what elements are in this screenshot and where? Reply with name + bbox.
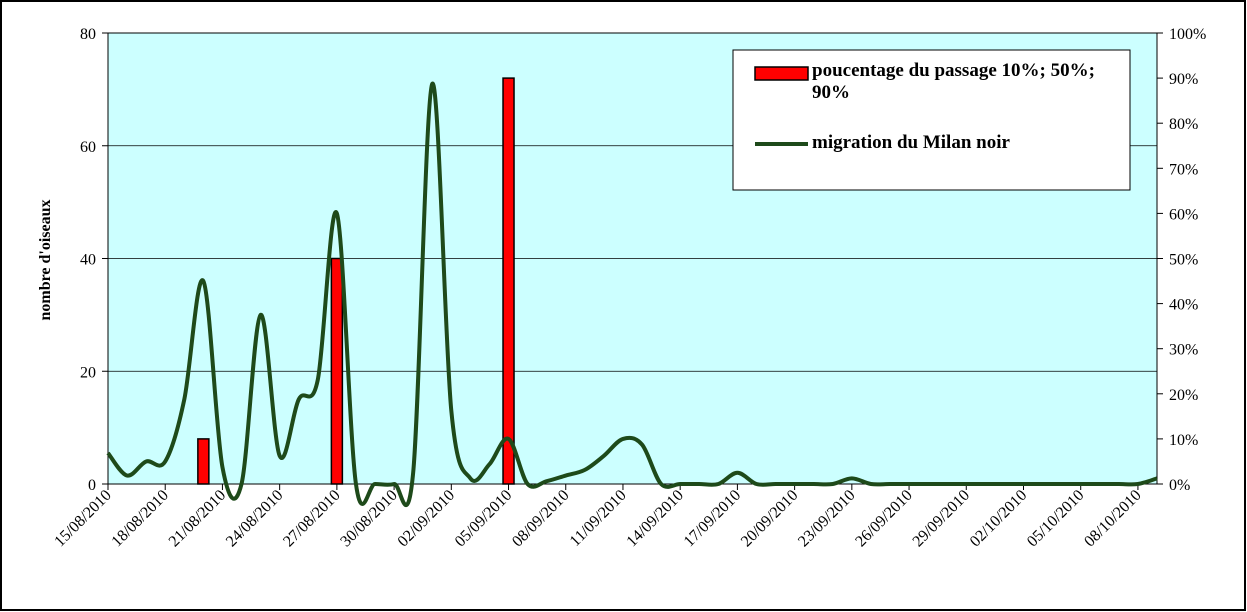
plot-border bbox=[107, 32, 1158, 485]
y-tick-label: 20 bbox=[80, 364, 96, 381]
y-tick-label: 40 bbox=[80, 252, 96, 269]
y2-tick-label: 30% bbox=[1169, 342, 1198, 359]
y2-tick-label: 80% bbox=[1169, 116, 1198, 133]
y-axis-label: nombre d'oiseaux bbox=[37, 199, 54, 320]
line bbox=[106, 81, 1158, 507]
y-tick-label: 0 bbox=[88, 477, 96, 494]
legend-label: poucentage du passage 10%; 50%; 90% bbox=[812, 60, 1095, 103]
y2-tick-label: 60% bbox=[1169, 206, 1198, 223]
bar bbox=[502, 77, 515, 485]
legend-entry: migration du Milan noir bbox=[812, 132, 1010, 153]
y2-tick-label: 20% bbox=[1169, 387, 1198, 404]
y2-tick-label: 10% bbox=[1169, 432, 1198, 449]
legend-swatch-bar bbox=[754, 66, 809, 81]
bar bbox=[330, 257, 344, 485]
y2-tick-label: 50% bbox=[1169, 252, 1198, 269]
bar bbox=[197, 438, 210, 485]
y-tick-label: 80 bbox=[80, 26, 96, 43]
y2-tick-label: 0% bbox=[1169, 477, 1190, 494]
y2-tick-label: 40% bbox=[1169, 297, 1198, 314]
y2-tick-label: 100% bbox=[1169, 26, 1206, 43]
y2-tick-label: 90% bbox=[1169, 71, 1198, 88]
legend-entry: poucentage du passage 10%; 50%; 90% bbox=[812, 60, 1095, 103]
legend-label: migration du Milan noir bbox=[812, 132, 1010, 153]
y-tick-label: 60 bbox=[80, 139, 96, 156]
y2-tick-label: 70% bbox=[1169, 161, 1198, 178]
